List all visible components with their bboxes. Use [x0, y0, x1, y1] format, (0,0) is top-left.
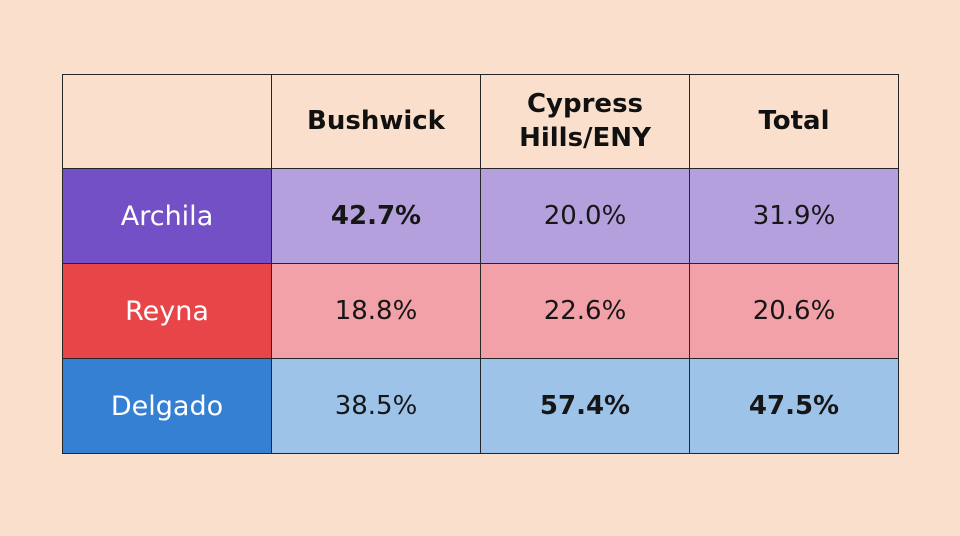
table-row-delgado: Delgado 38.5% 57.4% 47.5% [62, 358, 899, 454]
cell-reyna-cypress-hills-eny: 22.6% [480, 263, 690, 359]
cell-reyna-bushwick: 18.8% [271, 263, 481, 359]
table-row-reyna: Reyna 18.8% 22.6% 20.6% [62, 263, 899, 359]
row-label-reyna: Reyna [62, 263, 272, 359]
table-row-archila: Archila 42.7% 20.0% 31.9% [62, 168, 899, 264]
column-header-bushwick: Bushwick [271, 74, 481, 169]
header-row: Bushwick Cypress Hills/ENY Total [62, 74, 899, 169]
column-header-cypress-hills-eny: Cypress Hills/ENY [480, 74, 690, 169]
cell-archila-cypress-hills-eny: 20.0% [480, 168, 690, 264]
cell-archila-bushwick: 42.7% [271, 168, 481, 264]
cell-delgado-total: 47.5% [689, 358, 899, 454]
row-label-archila: Archila [62, 168, 272, 264]
column-header-total: Total [689, 74, 899, 169]
cell-archila-total: 31.9% [689, 168, 899, 264]
cell-delgado-cypress-hills-eny: 57.4% [480, 358, 690, 454]
row-label-delgado: Delgado [62, 358, 272, 454]
cell-reyna-total: 20.6% [689, 263, 899, 359]
results-table: Bushwick Cypress Hills/ENY Total Archila… [62, 74, 899, 454]
cell-delgado-bushwick: 38.5% [271, 358, 481, 454]
corner-cell [62, 74, 272, 169]
